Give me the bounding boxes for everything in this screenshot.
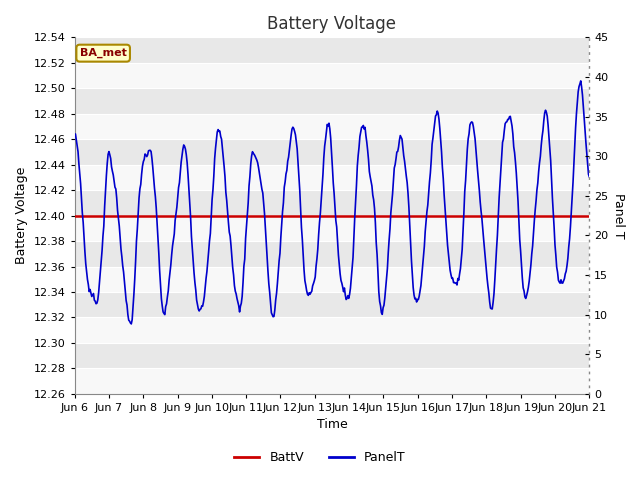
Bar [75,114,589,139]
Bar [75,266,589,292]
Legend: BattV, PanelT: BattV, PanelT [229,446,411,469]
Bar [75,63,589,88]
Bar [75,216,589,241]
X-axis label: Time: Time [317,419,348,432]
Bar [75,368,589,394]
Bar [75,317,589,343]
Y-axis label: Panel T: Panel T [612,193,625,239]
Text: BA_met: BA_met [80,48,127,58]
Title: Battery Voltage: Battery Voltage [268,15,396,33]
Y-axis label: Battery Voltage: Battery Voltage [15,167,28,264]
Bar [75,165,589,190]
